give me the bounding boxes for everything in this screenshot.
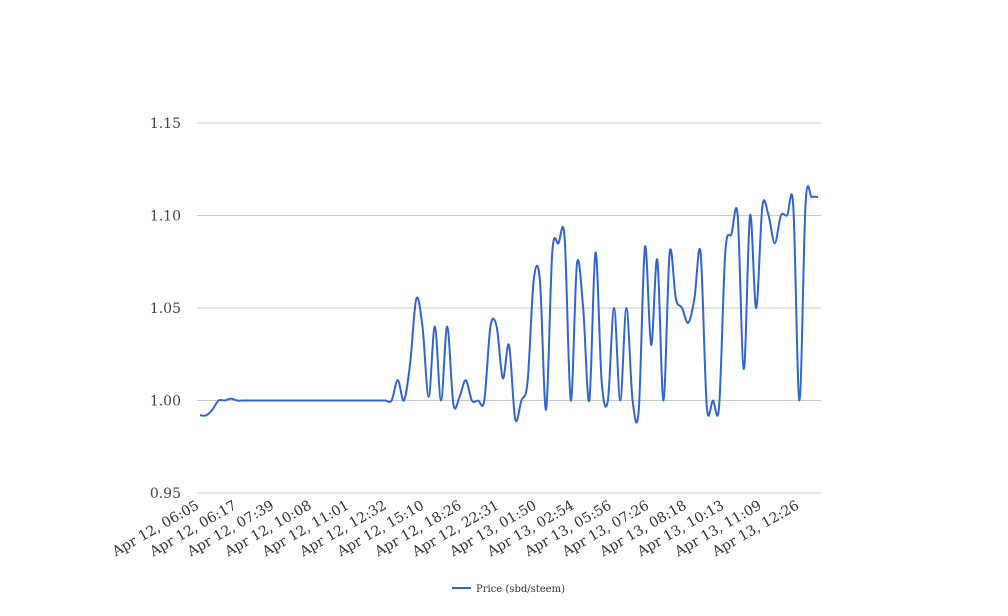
legend-label: Price (sbd/steem) [476,584,565,595]
y-tick-label: 1.10 [150,209,181,225]
y-tick-label: 1.05 [150,301,181,317]
gridlines [197,122,821,494]
series-layer [199,185,819,424]
y-tick-label: 0.95 [150,486,181,502]
y-axis-ticks: 0.95 1.00 1.05 1.10 1.15 [150,116,181,502]
series-line-price [199,185,819,424]
y-tick-label: 1.00 [150,394,181,410]
legend[interactable]: Price (sbd/steem) [452,584,565,595]
y-tick-label: 1.15 [150,116,181,132]
